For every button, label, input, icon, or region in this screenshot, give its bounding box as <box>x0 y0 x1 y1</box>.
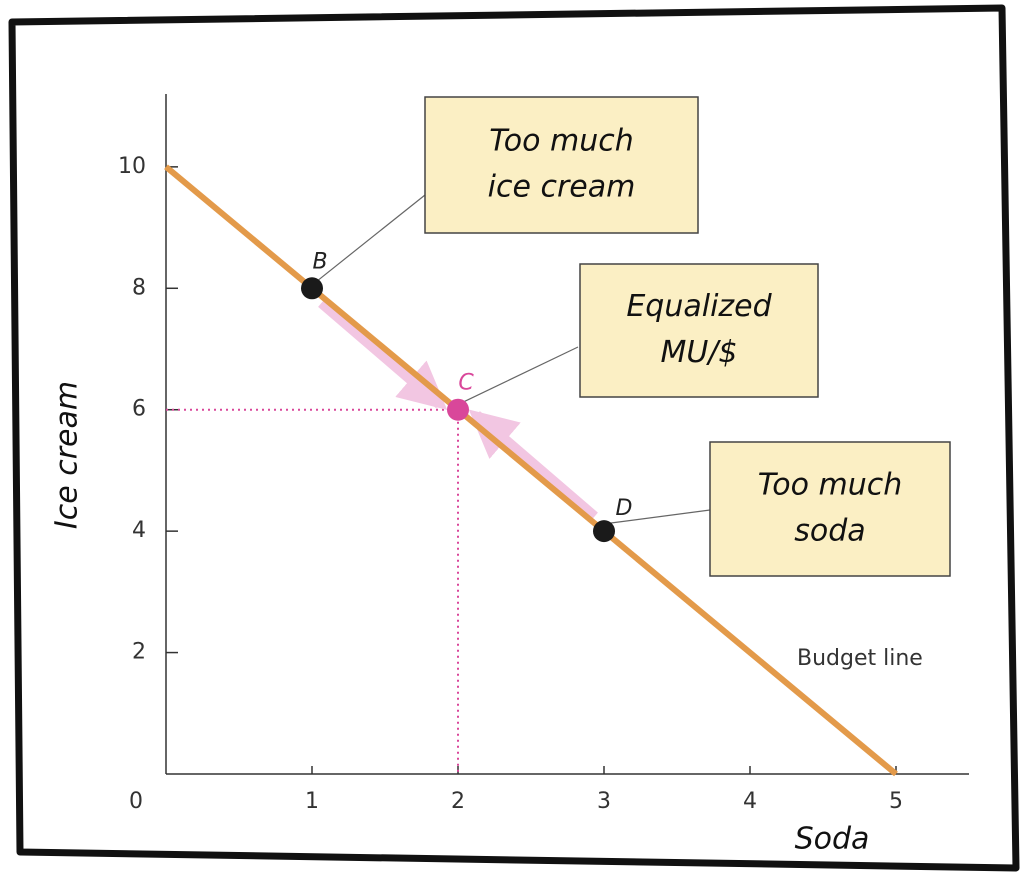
point-label: D <box>616 496 633 521</box>
point <box>301 277 323 300</box>
point-label: B <box>312 249 327 274</box>
point <box>447 398 469 421</box>
connector <box>463 346 579 403</box>
connector <box>609 509 711 524</box>
y-tick-label: 4 <box>132 518 146 543</box>
x-tick-label: 1 <box>305 789 319 814</box>
y-axis-label: Ice cream <box>50 381 85 529</box>
y-tick-label: 10 <box>118 154 146 179</box>
callout-text: MU/$ <box>660 335 737 370</box>
callout-text: Equalized <box>626 289 772 324</box>
arrow <box>468 409 598 522</box>
callout-text: Too much <box>758 468 903 503</box>
callout-text: Too much <box>489 124 634 159</box>
x-tick-label: 4 <box>743 789 757 814</box>
x-tick-label: 3 <box>597 789 611 814</box>
callout-text: ice cream <box>488 170 636 205</box>
connector <box>317 194 426 281</box>
budget-line <box>164 164 898 777</box>
x-tick-label: 0 <box>129 789 143 814</box>
callout-box <box>424 96 699 234</box>
series-label: Budget line <box>797 646 923 671</box>
point-label: C <box>458 371 474 396</box>
x-axis-label: Soda <box>795 822 870 857</box>
y-tick-label: 8 <box>132 275 146 300</box>
callout-box <box>579 263 819 398</box>
x-tick-label: 5 <box>889 789 903 814</box>
arrow <box>318 297 448 410</box>
y-tick-label: 6 <box>132 397 146 422</box>
callout-text: soda <box>794 514 865 549</box>
callout-box <box>709 441 951 577</box>
point <box>593 520 615 543</box>
x-tick-label: 2 <box>451 789 465 814</box>
y-tick-label: 2 <box>132 640 146 665</box>
